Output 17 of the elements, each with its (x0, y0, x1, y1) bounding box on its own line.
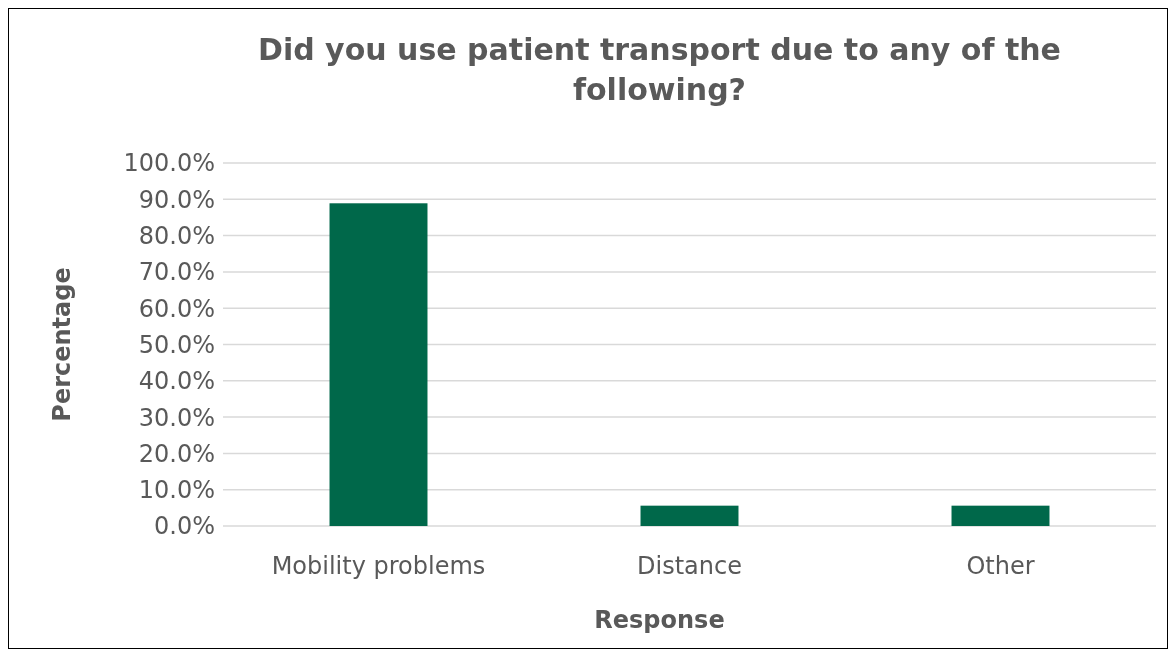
x-axis-title: Response (594, 606, 725, 634)
y-tick-label: 0.0% (154, 512, 215, 541)
y-tick-label: 70.0% (138, 258, 215, 287)
y-tick-label: 50.0% (138, 330, 215, 359)
chart-title: Did you use patient transport due to any of the following? (258, 32, 1061, 107)
y-tick-label: 80.0% (138, 222, 215, 250)
x-tick-label: Other (966, 552, 1035, 580)
y-tick-label: 40.0% (138, 367, 215, 396)
x-tick-label: Mobility problems (271, 552, 486, 580)
y-tick-label: 30.0% (138, 403, 215, 432)
y-tick-label: 20.0% (138, 439, 215, 468)
y-tick-label: 100.0% (123, 149, 215, 178)
x-tick-label: Distance (637, 552, 742, 580)
y-tick-label: 60.0% (138, 294, 215, 323)
y-axis-title: Percentage (48, 267, 76, 422)
y-tick-label: 90.0% (138, 185, 215, 214)
y-tick-label: 10.0% (138, 476, 215, 505)
